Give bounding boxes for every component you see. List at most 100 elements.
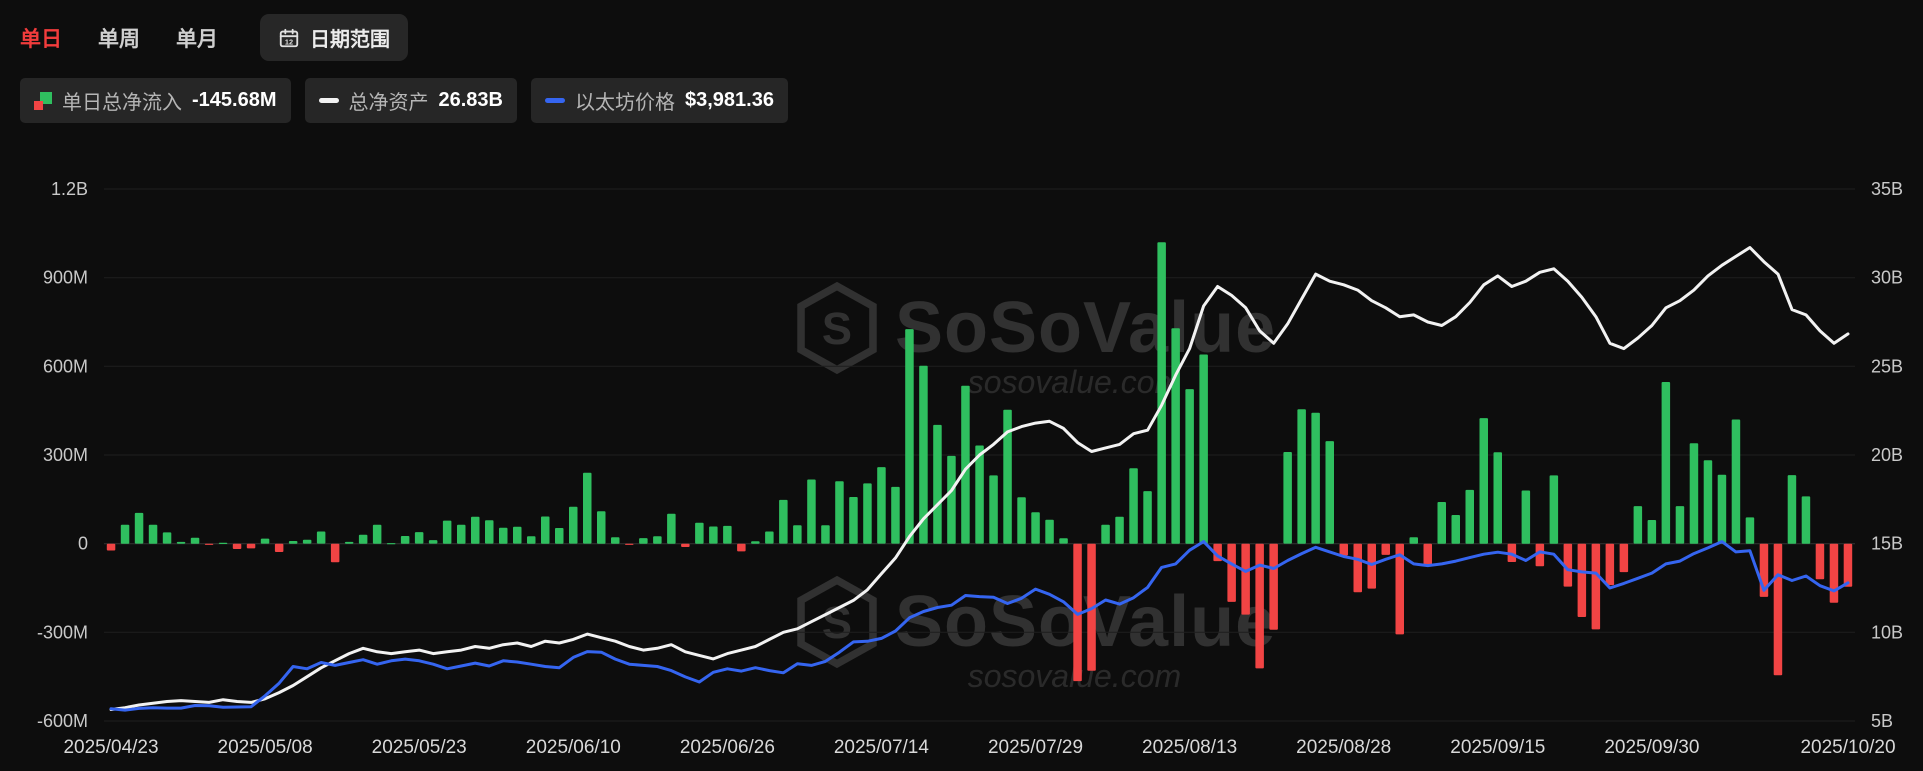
flow-bar[interactable] xyxy=(485,520,494,544)
flow-bar[interactable] xyxy=(1787,475,1797,544)
flow-bar[interactable] xyxy=(471,516,480,544)
flow-bar[interactable] xyxy=(442,520,452,544)
flow-bar[interactable] xyxy=(372,524,382,544)
flow-bar[interactable] xyxy=(611,537,620,544)
flow-bar[interactable] xyxy=(975,445,984,544)
flow-bar[interactable] xyxy=(288,541,298,544)
flow-bar[interactable] xyxy=(260,538,270,544)
flow-bar[interactable] xyxy=(555,528,564,544)
flow-bar[interactable] xyxy=(1171,328,1180,544)
flow-bar[interactable] xyxy=(400,536,410,544)
flow-bar[interactable] xyxy=(1297,409,1306,544)
flow-bar[interactable] xyxy=(499,527,508,544)
flow-bar[interactable] xyxy=(246,543,256,549)
flow-bar[interactable] xyxy=(1479,418,1489,544)
flow-bar[interactable] xyxy=(1395,543,1405,635)
flow-bar[interactable] xyxy=(1143,491,1152,544)
flow-bar[interactable] xyxy=(877,467,886,544)
flow-bar[interactable] xyxy=(891,486,900,544)
flow-bar[interactable] xyxy=(1185,389,1194,544)
flow-bar[interactable] xyxy=(541,516,550,544)
flow-bar[interactable] xyxy=(106,543,116,551)
flow-bar[interactable] xyxy=(1843,543,1853,587)
flow-bar[interactable] xyxy=(1549,475,1559,544)
flow-bar[interactable] xyxy=(1731,419,1741,544)
flow-bar[interactable] xyxy=(414,532,424,544)
flow-bar[interactable] xyxy=(218,542,228,544)
flow-bar[interactable] xyxy=(1255,543,1264,669)
flow-bar[interactable] xyxy=(1535,543,1545,567)
flow-bar[interactable] xyxy=(1381,543,1391,555)
flow-bar[interactable] xyxy=(1451,515,1461,544)
flow-bar[interactable] xyxy=(583,472,592,544)
flow-bar[interactable] xyxy=(653,536,662,544)
flow-bar[interactable] xyxy=(513,526,522,544)
flow-bar[interactable] xyxy=(1283,452,1292,544)
flow-bar[interactable] xyxy=(625,543,634,545)
flow-bar[interactable] xyxy=(597,511,606,544)
flow-bar[interactable] xyxy=(386,543,396,545)
flow-bar[interactable] xyxy=(947,455,956,544)
flow-bar[interactable] xyxy=(807,479,816,544)
flow-bar[interactable] xyxy=(1675,506,1685,544)
flow-bar[interactable] xyxy=(1339,543,1349,556)
flow-bar[interactable] xyxy=(1353,543,1363,593)
flow-bar[interactable] xyxy=(330,543,340,563)
flow-bar[interactable] xyxy=(1199,354,1208,544)
flow-bar[interactable] xyxy=(1745,517,1755,544)
flow-bar[interactable] xyxy=(1059,538,1068,544)
flow-bar[interactable] xyxy=(919,365,928,544)
flow-bar[interactable] xyxy=(1031,512,1040,544)
flow-bar[interactable] xyxy=(905,329,914,544)
flow-bar[interactable] xyxy=(457,524,466,544)
flow-bar[interactable] xyxy=(1521,490,1531,544)
flow-bar[interactable] xyxy=(1465,489,1475,544)
flow-bar[interactable] xyxy=(569,506,578,544)
flow-bar[interactable] xyxy=(1829,543,1839,603)
flow-bar[interactable] xyxy=(961,385,970,544)
flow-bar[interactable] xyxy=(695,522,704,544)
flow-bar[interactable] xyxy=(148,524,158,544)
flow-bar[interactable] xyxy=(1129,468,1138,544)
flow-bar[interactable] xyxy=(344,541,354,544)
flow-bar[interactable] xyxy=(793,525,802,544)
flow-bar[interactable] xyxy=(1437,502,1447,544)
flow-bar[interactable] xyxy=(1003,409,1012,544)
legend-item-daily-net-inflow[interactable]: 单日总净流入 -145.68M xyxy=(20,78,291,123)
flow-bar[interactable] xyxy=(162,532,172,544)
flow-bar[interactable] xyxy=(723,525,732,544)
flow-bar[interactable] xyxy=(863,483,872,544)
flow-bar[interactable] xyxy=(933,424,942,544)
flow-bar[interactable] xyxy=(1647,520,1657,544)
tab-weekly[interactable]: 单周 xyxy=(98,17,140,59)
flow-bar[interactable] xyxy=(428,540,438,544)
flow-bars[interactable] xyxy=(106,242,1853,682)
legend-item-total-net-assets[interactable]: 总净资产 26.83B xyxy=(304,78,517,123)
flow-bar[interactable] xyxy=(1017,497,1026,544)
flow-bar[interactable] xyxy=(1577,543,1587,617)
flow-bar[interactable] xyxy=(1605,543,1615,586)
flow-bar[interactable] xyxy=(1591,543,1601,630)
flow-bar[interactable] xyxy=(1311,412,1320,544)
flow-bar[interactable] xyxy=(765,531,774,544)
flow-bar[interactable] xyxy=(1101,524,1110,544)
flow-bar[interactable] xyxy=(681,543,690,547)
flow-bar[interactable] xyxy=(737,543,746,552)
flow-bar[interactable] xyxy=(1269,543,1278,630)
flow-bar[interactable] xyxy=(1717,474,1727,544)
tab-daily[interactable]: 单日 xyxy=(20,17,62,59)
flow-bar[interactable] xyxy=(358,534,368,544)
flow-bar[interactable] xyxy=(1157,242,1166,544)
flow-bar[interactable] xyxy=(176,541,186,544)
flow-bar[interactable] xyxy=(232,543,242,549)
flow-bar[interactable] xyxy=(190,537,200,544)
flow-bar[interactable] xyxy=(1703,460,1713,544)
flow-bar[interactable] xyxy=(1115,516,1124,544)
flow-bar[interactable] xyxy=(849,497,858,544)
tab-monthly[interactable]: 单月 xyxy=(176,17,218,59)
flow-bar[interactable] xyxy=(1689,443,1699,544)
flow-bar[interactable] xyxy=(1815,543,1825,580)
flow-bar[interactable] xyxy=(204,543,214,545)
flow-bar[interactable] xyxy=(821,525,830,544)
